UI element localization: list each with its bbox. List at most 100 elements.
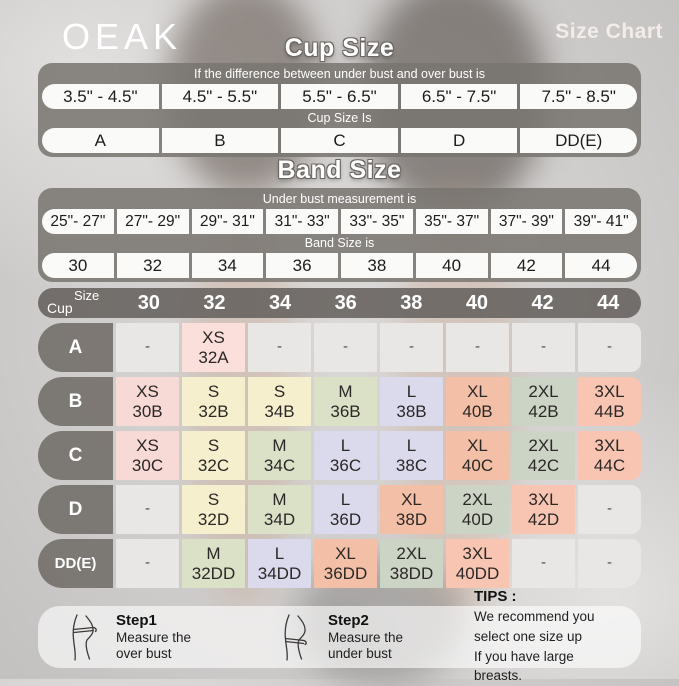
empty-size-cell: - [116, 323, 179, 372]
size-cell: 2XL 42B [512, 377, 575, 426]
matrix-row-label: D [38, 485, 113, 534]
size-label: - [541, 554, 546, 572]
size-label: S [207, 436, 220, 456]
size-code: 36B [330, 401, 361, 421]
cup-range-cell: 4.5" - 5.5" [161, 84, 279, 109]
band-size-cell: 36 [266, 253, 338, 278]
empty-size-cell: - [512, 323, 575, 372]
matrix-row: DD(E) - M 32DD L 34DD XL 36DD 2XL 38DD 3XL 40DD - - [38, 539, 641, 588]
cup-range-row: 3.5" - 4.5" 4.5" - 5.5" 5.5" - 6.5" 6.5" - … [42, 84, 637, 109]
size-label: L [340, 436, 351, 456]
size-code: 44B [594, 401, 625, 421]
band-result-label: Band Size is [304, 236, 375, 250]
size-label: - [409, 338, 414, 356]
band-size-cell: 30 [42, 253, 114, 278]
tips-label: TIPS : [474, 588, 517, 606]
brand-logo: OEAK [62, 16, 183, 57]
size-label: XS [136, 382, 159, 402]
size-label: 2XL [528, 382, 559, 402]
size-cell: XS 30B [116, 377, 179, 426]
size-cell: L 38C [380, 431, 443, 480]
step1-text: Step1 Measure the over bust [116, 612, 191, 663]
size-label: XS [136, 436, 159, 456]
size-cell: S 32B [182, 377, 245, 426]
size-code: 30C [131, 455, 164, 475]
matrix-column-header: 32 [203, 291, 226, 314]
cup-result-label: Cup Size Is [307, 111, 372, 125]
size-code: 44C [593, 455, 626, 475]
size-label: L [340, 490, 351, 510]
tips-block: TIPS : We recommend you select one size … [474, 588, 625, 685]
size-cell: 2XL 42C [512, 431, 575, 480]
band-size-cell: 32 [116, 253, 189, 278]
corner-cup-label: Cup [47, 300, 73, 316]
size-label: M [272, 436, 287, 456]
cup-condition-label: If the difference between under bust and… [194, 67, 485, 81]
size-label: L [406, 436, 417, 456]
cup-size-title: Cup Size [284, 34, 395, 62]
band-condition-label: Under bust measurement is [262, 192, 417, 206]
step1-label: Step1 [116, 611, 157, 629]
size-label: - [607, 500, 612, 518]
cup-range-cell: 5.5" - 6.5" [281, 84, 398, 109]
size-label: - [607, 554, 612, 572]
size-code: 36D [329, 509, 362, 529]
size-code: 30B [132, 401, 163, 421]
tips-line1: We recommend you select one size up [474, 609, 595, 644]
size-code: 32C [197, 455, 230, 475]
cup-letter-cell: DD(E) [520, 128, 637, 153]
size-code: 34D [263, 509, 296, 529]
band-size-panel: Under bust measurement is 25"- 27" 27"- 2… [38, 188, 641, 282]
band-size-cell: 42 [490, 253, 563, 278]
band-range-cell: 29"- 31" [191, 209, 264, 234]
size-label: 3XL [594, 436, 625, 456]
size-cell: 2XL 40D [446, 485, 509, 534]
size-label: L [274, 544, 285, 564]
size-code: 40C [461, 455, 494, 475]
size-label: XL [467, 436, 488, 456]
band-size-cell: 34 [191, 253, 264, 278]
step2-line2: under bust [328, 646, 392, 661]
step1-block: Step1 Measure the over bust [64, 612, 276, 663]
step2-label: Step2 [328, 611, 369, 629]
size-code: 38B [396, 401, 427, 421]
size-label: 3XL [594, 382, 625, 402]
size-label: XL [467, 382, 488, 402]
empty-size-cell: - [116, 485, 179, 534]
size-code: 32B [198, 401, 229, 421]
size-label: - [145, 500, 150, 518]
size-cell: 2XL 38DD [380, 539, 443, 588]
size-code: 38DD [389, 563, 434, 583]
size-code: 38D [395, 509, 428, 529]
size-label: S [207, 490, 220, 510]
size-code: 36C [329, 455, 362, 475]
size-cell: M 34C [248, 431, 311, 480]
cup-range-cell: 3.5" - 4.5" [42, 84, 159, 109]
band-size-cell: 44 [565, 253, 637, 278]
size-cell: L 36D [314, 485, 377, 534]
size-label: 3XL [462, 544, 493, 564]
size-cell: L 38B [380, 377, 443, 426]
cup-size-panel: If the difference between under bust and… [38, 63, 641, 157]
matrix-column-header: 38 [400, 291, 423, 314]
matrix-corner-cell: Size Cup [38, 288, 116, 318]
size-cell: M 36B [314, 377, 377, 426]
size-label: - [541, 338, 546, 356]
size-cell: L 34DD [248, 539, 311, 588]
size-cell: XL 36DD [314, 539, 377, 588]
step1-line1: Measure the [116, 629, 192, 645]
size-code: 38C [395, 455, 428, 475]
size-label: 3XL [528, 490, 559, 510]
cup-range-cell: 6.5" - 7.5" [400, 84, 518, 109]
size-cell: XS 30C [116, 431, 179, 480]
size-code: 32D [197, 509, 230, 529]
matrix-row-label: A [38, 323, 113, 372]
measure-under-bust-icon [276, 612, 314, 662]
size-cell: 3XL 44C [578, 431, 641, 480]
matrix-row-label: C [38, 431, 113, 480]
size-code: 42C [527, 455, 560, 475]
empty-size-cell: - [380, 323, 443, 372]
band-size-cell: 38 [341, 253, 413, 278]
empty-size-cell: - [446, 323, 509, 372]
cup-letter-row: A B C D DD(E) [42, 128, 637, 153]
